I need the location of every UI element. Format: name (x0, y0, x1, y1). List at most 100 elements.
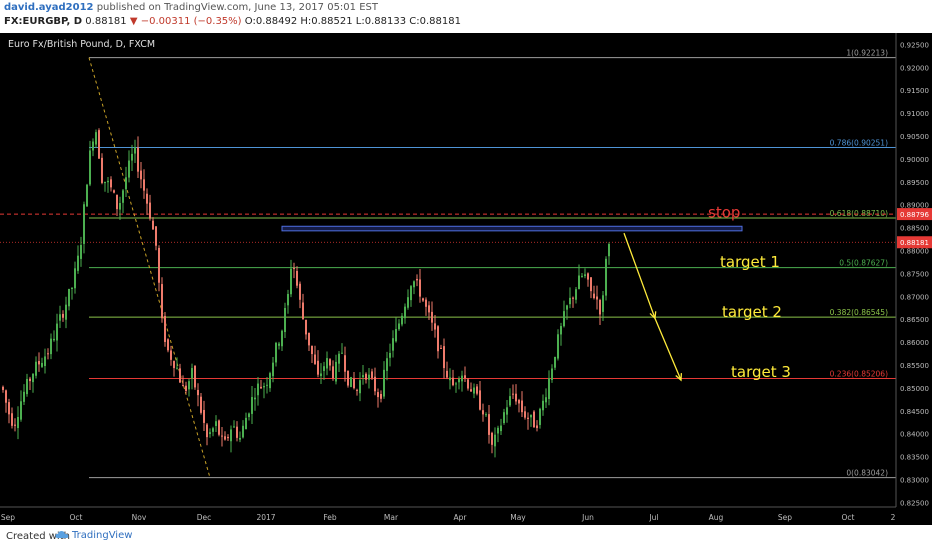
candle-body (470, 389, 472, 392)
y-tick-label: 0.84000 (900, 431, 929, 439)
candle-body (380, 394, 382, 399)
candle-body (170, 350, 172, 360)
candle-body (332, 366, 334, 379)
candle-body (71, 287, 73, 289)
candle-body (566, 305, 568, 310)
candle-body (446, 370, 448, 378)
candle-body (182, 385, 184, 387)
candle-body (560, 326, 562, 335)
candle-body (107, 180, 109, 183)
y-tick-label: 0.85000 (900, 385, 929, 393)
candle-body (143, 179, 145, 191)
candle-body (362, 375, 364, 378)
candle-body (365, 373, 367, 380)
candle-body (491, 432, 493, 445)
candle-body (53, 338, 55, 341)
arrow-2 (654, 318, 682, 381)
candle-body (128, 160, 130, 178)
y-tick-label: 0.84500 (900, 408, 929, 416)
candle-body (56, 323, 58, 341)
candle-body (41, 362, 43, 367)
author-link[interactable]: david.ayad2012 (4, 2, 94, 13)
y-tick-label: 0.87000 (900, 293, 929, 301)
candle-body (161, 284, 163, 319)
candle-body (44, 356, 46, 367)
candle-body (317, 360, 319, 375)
candle-body (287, 293, 289, 306)
y-tick-label: 0.91500 (900, 87, 929, 95)
x-tick-label: 2 (891, 513, 896, 522)
candle-body (29, 378, 31, 382)
candle-body (374, 376, 376, 392)
candle-body (224, 436, 226, 440)
x-tick-label: Sep (1, 513, 15, 522)
y-tick-label: 0.86000 (900, 339, 929, 347)
candle-body (134, 147, 136, 154)
candle-body (341, 352, 343, 354)
candle-body (26, 378, 28, 395)
fib-trendline (88, 57, 211, 478)
candle-body (20, 401, 22, 420)
candle-body (524, 411, 526, 418)
candle-body (500, 425, 502, 432)
price-axis: 0.92500 0.92000 0.91500 0.91000 0.90500 0.900… (895, 33, 932, 525)
y-tick-label: 0.92000 (900, 64, 929, 72)
candle-body (557, 334, 559, 359)
y-tick-label: 0.91000 (900, 110, 929, 118)
x-tick-label: Feb (323, 513, 337, 522)
candle-body (578, 275, 580, 290)
x-tick-label: Jul (648, 513, 658, 522)
price-chart[interactable]: 1(0.92213) 0.786(0.90251) 0.618(0.88710) 0.… (0, 33, 932, 525)
y-tick-label: 0.86500 (900, 316, 929, 324)
x-tick-label: Jun (581, 513, 594, 522)
ohlc-values: O:0.88492 H:0.88521 L:0.88133 C:0.88181 (244, 16, 461, 27)
candle-body (449, 377, 451, 381)
x-tick-label: Oct (70, 513, 83, 522)
candle-body (92, 141, 94, 151)
x-tick-label: Sep (778, 513, 792, 522)
candle-body (563, 311, 565, 327)
candle-body (179, 368, 181, 383)
candle-body (8, 402, 10, 415)
x-tick-label: Aug (709, 513, 724, 522)
candle-body (302, 302, 304, 320)
chart-area[interactable]: 1(0.92213) 0.786(0.90251) 0.618(0.88710) 0.… (0, 33, 932, 525)
candle-body (527, 417, 529, 419)
candle-body (251, 397, 253, 414)
candle-body (299, 283, 301, 300)
candle-body (575, 289, 577, 300)
candle-body (344, 355, 346, 372)
candle-body (194, 365, 196, 388)
candle-body (542, 400, 544, 411)
candle-body (167, 339, 169, 351)
x-tick-label: Dec (197, 513, 212, 522)
candle-body (377, 392, 379, 398)
candle-body (38, 361, 40, 365)
candle-body (608, 244, 610, 257)
fib-level-label: 0.618(0.88710) (830, 209, 888, 218)
tradingview-logo[interactable]: TradingView (55, 530, 132, 541)
candle-body (65, 304, 67, 320)
candle-body (248, 413, 250, 418)
created-with-text: Created with (6, 531, 70, 542)
y-tick-label: 0.83500 (900, 454, 929, 462)
fib-retracement: 1(0.92213) 0.786(0.90251) 0.618(0.88710) 0.… (89, 49, 896, 479)
candle-body (521, 400, 523, 413)
candle-body (47, 353, 49, 355)
candle-body (569, 297, 571, 305)
chart-annotation: target 1 (720, 253, 780, 271)
fib-level-label: 0(0.83042) (846, 469, 888, 478)
candle-body (269, 373, 271, 389)
candle-body (140, 170, 142, 180)
candle-body (116, 194, 118, 210)
candle-body (212, 428, 214, 432)
candle-body (476, 386, 478, 394)
candle-body (452, 377, 454, 386)
candle-body (353, 378, 355, 389)
candle-body (596, 296, 598, 300)
candle-body (149, 202, 151, 219)
candle-body (152, 220, 154, 230)
candle-body (536, 425, 538, 429)
candle-body (383, 369, 385, 397)
candle-body (86, 184, 88, 207)
